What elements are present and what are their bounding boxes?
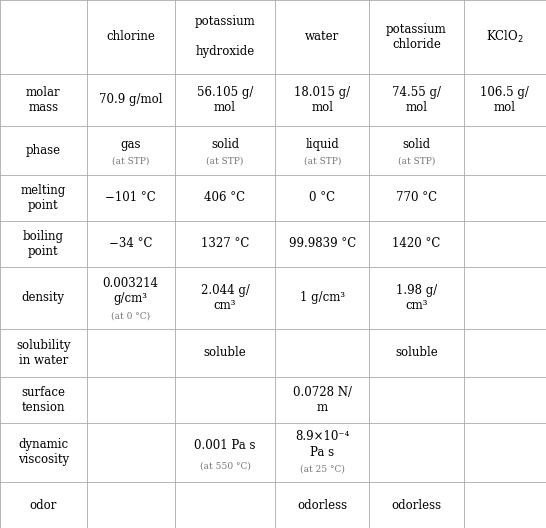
Text: (at STP): (at STP) [112,157,150,166]
Text: solubility
in water: solubility in water [16,339,70,367]
Text: potassium
 
hydroxide: potassium hydroxide [194,15,256,58]
Text: odorless: odorless [297,498,347,512]
Text: (at 25 °C): (at 25 °C) [300,465,345,474]
Text: odorless: odorless [391,498,442,512]
Text: odor: odor [29,498,57,512]
Text: soluble: soluble [395,346,438,360]
Text: −101 °C: −101 °C [105,192,156,204]
Text: (at STP): (at STP) [206,157,244,166]
Text: molar
mass: molar mass [26,86,61,114]
Text: 770 °C: 770 °C [396,192,437,204]
Text: density: density [22,291,65,304]
Text: 18.015 g/
mol: 18.015 g/ mol [294,86,351,114]
Text: 0 °C: 0 °C [309,192,335,204]
Text: Pa s: Pa s [310,446,334,459]
Text: dynamic
viscosity: dynamic viscosity [17,438,69,466]
Text: (at STP): (at STP) [398,157,435,166]
Text: 0.001 Pa s: 0.001 Pa s [194,439,256,452]
Text: solid: solid [402,138,431,151]
Text: 1.98 g/
cm³: 1.98 g/ cm³ [396,284,437,312]
Text: KClO$_2$: KClO$_2$ [486,29,524,45]
Text: potassium
chloride: potassium chloride [386,23,447,51]
Text: boiling
point: boiling point [23,230,64,258]
Text: water: water [305,30,340,43]
Text: (at STP): (at STP) [304,157,341,166]
Text: 406 °C: 406 °C [204,192,246,204]
Text: 0.003214
g/cm³: 0.003214 g/cm³ [103,277,159,305]
Text: surface
tension: surface tension [21,386,66,414]
Text: −34 °C: −34 °C [109,237,152,250]
Text: solid: solid [211,138,239,151]
Text: 70.9 g/mol: 70.9 g/mol [99,93,162,106]
Text: 74.55 g/
mol: 74.55 g/ mol [392,86,441,114]
Text: 56.105 g/
mol: 56.105 g/ mol [197,86,253,114]
Text: liquid: liquid [305,138,339,151]
Text: 8.9×10⁻⁴: 8.9×10⁻⁴ [295,430,349,443]
Text: 0.0728 N/
m: 0.0728 N/ m [293,386,352,414]
Text: phase: phase [26,144,61,157]
Text: gas: gas [121,138,141,151]
Text: 99.9839 °C: 99.9839 °C [289,237,356,250]
Text: melting
point: melting point [21,184,66,212]
Text: 2.044 g/
cm³: 2.044 g/ cm³ [200,284,250,312]
Text: 106.5 g/
mol: 106.5 g/ mol [480,86,529,114]
Text: soluble: soluble [204,346,246,360]
Text: 1420 °C: 1420 °C [393,237,441,250]
Text: chlorine: chlorine [106,30,155,43]
Text: 1 g/cm³: 1 g/cm³ [300,291,345,304]
Text: (at 550 °C): (at 550 °C) [199,461,251,470]
Text: (at 0 °C): (at 0 °C) [111,312,150,321]
Text: 1327 °C: 1327 °C [201,237,249,250]
